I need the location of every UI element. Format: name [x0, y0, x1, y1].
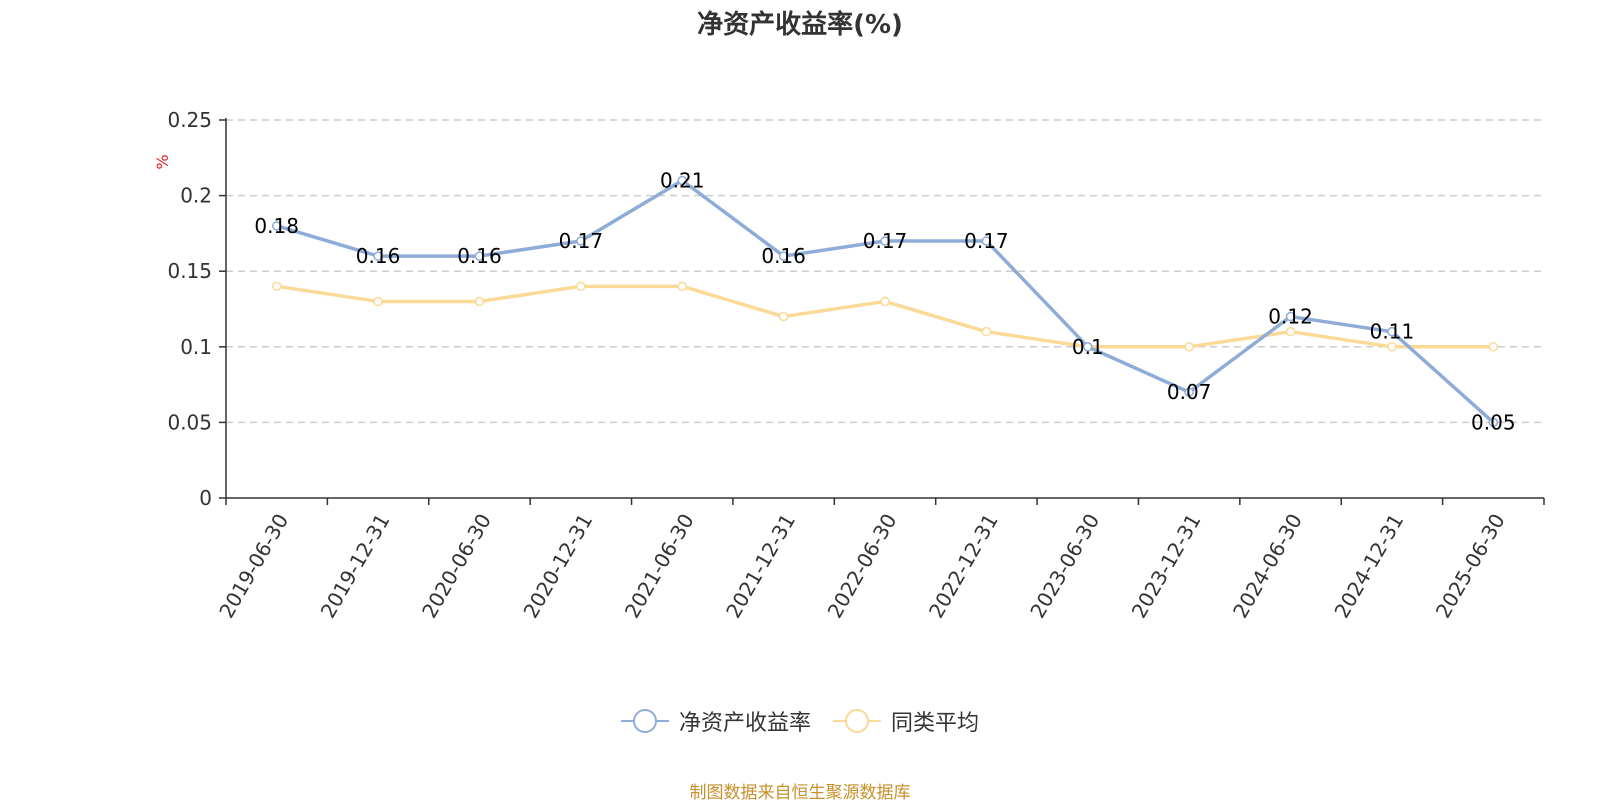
x-tick-label: 2024-12-31: [1329, 510, 1408, 623]
data-label: 0.17: [863, 229, 908, 253]
x-tick-label: 2020-06-30: [417, 510, 496, 623]
data-point-roe: [373, 251, 383, 261]
x-tick-label: 2019-12-31: [316, 510, 395, 623]
data-point-peer-average: [1285, 326, 1296, 337]
data-label: 0.07: [1167, 380, 1212, 404]
data-label: 0.16: [356, 244, 401, 268]
legend-label-peer-average: 同类平均: [891, 711, 980, 736]
legend-item-roe[interactable]: 净资产收益率: [620, 705, 811, 737]
data-point-peer-average: [880, 296, 890, 307]
data-point-peer-average: [271, 281, 282, 292]
legend: 净资产收益率 同类平均: [0, 705, 1600, 737]
data-point-peer-average: [576, 281, 586, 292]
data-label: 0.21: [660, 168, 705, 192]
y-tick-label: 0.05: [167, 410, 212, 434]
x-tick-label: 2022-06-30: [823, 510, 902, 623]
data-label: 0.17: [964, 229, 1009, 253]
data-label: 0.16: [761, 244, 806, 268]
x-tick-label: 2019-06-30: [214, 510, 293, 623]
x-tick-label: 2025-06-30: [1431, 510, 1510, 623]
data-label: 0.05: [1471, 410, 1516, 434]
data-point-roe: [1083, 342, 1093, 352]
data-point-roe: [880, 236, 890, 246]
legend-item-peer-average[interactable]: 同类平均: [833, 705, 979, 737]
data-point-roe: [981, 236, 992, 246]
data-labels: 0.18 0.16 0.16 0.17 0.21 0.16 0.17 0.17 0.1 0.07 0…: [254, 168, 1515, 434]
x-tick-label: 2022-12-31: [924, 510, 1003, 623]
data-point-roe: [474, 251, 485, 261]
data-label: 0.11: [1370, 320, 1415, 344]
axes: 0 0.05 0.1 0.15 0.2 0.25 2019-06-30 2019-12-31 2…: [167, 108, 1545, 623]
legend-swatch-peer-average: [833, 709, 881, 733]
data-label: 0.1: [1072, 335, 1104, 359]
data-label: 0.17: [559, 229, 604, 253]
grid-lines: [226, 119, 1544, 424]
data-point-peer-average: [1387, 342, 1397, 352]
x-tick-label: 2021-06-30: [620, 510, 699, 623]
x-tick-label: 2020-12-31: [518, 510, 597, 623]
data-point-roe: [1488, 417, 1499, 428]
data-point-roe: [1184, 387, 1194, 397]
x-tick-label: 2024-06-30: [1228, 510, 1307, 623]
legend-label-roe: 净资产收益率: [678, 711, 811, 736]
data-label: 0.16: [457, 244, 502, 268]
y-tick-label: 0.1: [180, 335, 212, 359]
data-point-roe: [1387, 326, 1397, 337]
data-point-roe: [576, 236, 586, 246]
chart-title: 净资产收益率(%): [697, 10, 903, 40]
data-point-peer-average: [1184, 342, 1194, 352]
data-point-peer-average: [981, 326, 992, 337]
series: [271, 175, 1499, 428]
y-axis-unit-label: %: [153, 154, 172, 169]
data-point-roe: [677, 175, 687, 186]
data-point-peer-average: [677, 281, 687, 292]
data-point-roe: [1285, 311, 1296, 322]
y-tick-label: 0.15: [167, 259, 212, 283]
y-tick-label: 0.25: [167, 108, 212, 132]
source-note: 制图数据来自恒生聚源数据库: [689, 783, 911, 803]
data-point-roe: [778, 251, 789, 261]
x-tick-label: 2023-12-31: [1127, 510, 1206, 623]
legend-swatch-roe: [620, 709, 669, 733]
y-tick-label: 0: [199, 486, 212, 510]
data-point-peer-average: [778, 311, 789, 322]
x-tick-label: 2021-12-31: [721, 510, 800, 623]
data-point-peer-average: [474, 296, 485, 307]
data-point-roe: [271, 221, 282, 231]
data-label: 0.12: [1268, 305, 1313, 329]
data-label: 0.18: [254, 214, 299, 238]
data-point-peer-average: [1488, 342, 1499, 352]
y-tick-label: 0.2: [180, 184, 212, 208]
x-tick-label: 2023-06-30: [1025, 510, 1104, 623]
data-point-peer-average: [373, 296, 383, 307]
